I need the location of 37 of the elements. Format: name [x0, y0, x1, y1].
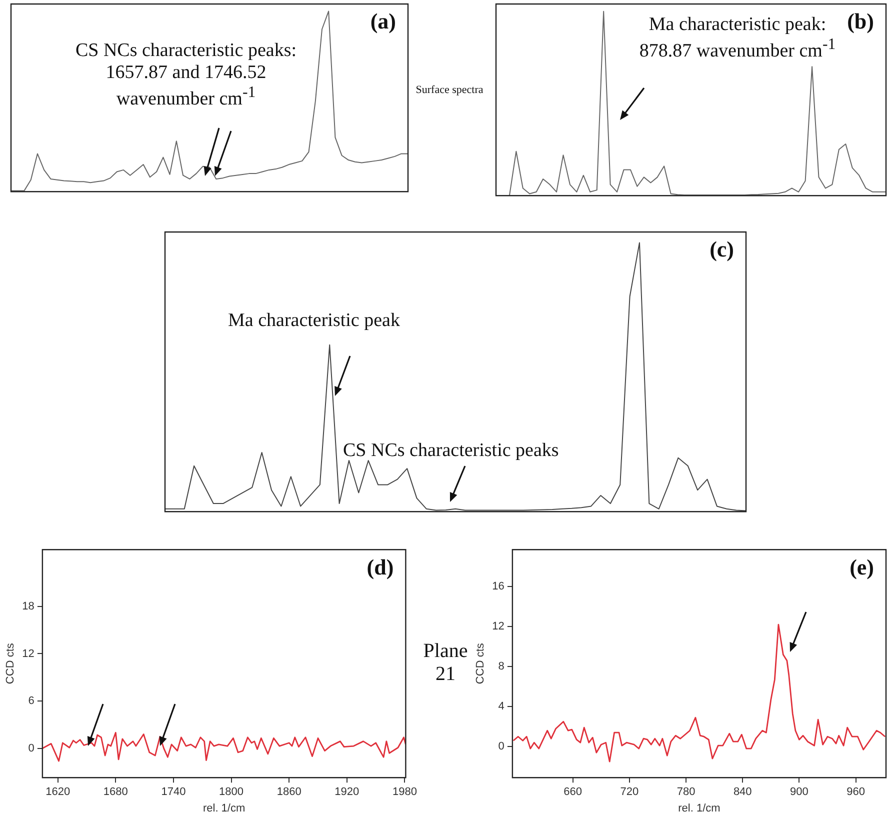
x-tick-label: 780	[676, 786, 696, 798]
x-tick-label: 960	[846, 786, 865, 798]
y-axis-title: CCD cts	[4, 642, 17, 684]
y-tick-label: 0	[28, 742, 34, 754]
annotation: CS NCs characteristic peaks	[343, 440, 560, 462]
x-tick-label: 840	[733, 786, 752, 798]
x-tick-label: 1920	[334, 786, 360, 798]
chart-title: (b)	[847, 8, 874, 34]
y-tick-label: 8	[498, 660, 504, 673]
y-tick-label: 18	[22, 600, 34, 612]
x-tick-label: 1680	[103, 786, 128, 798]
chart-title: (e)	[850, 554, 874, 580]
x-tick-label: 1740	[161, 786, 186, 798]
x-tick-label: 720	[620, 786, 639, 798]
text: Surface spectra	[414, 84, 484, 97]
x-tick-label: 1620	[46, 786, 70, 798]
x-tick-label: 1980	[392, 786, 417, 798]
annotation: Ma characteristic peak	[228, 310, 401, 332]
y-tick-label: 12	[22, 648, 34, 660]
y-tick-label: 12	[492, 620, 504, 633]
annotation: Ma characteristic peak: 878.87 wavenumber cm$^{-1}$	[639, 14, 836, 62]
x-tick-label: 660	[564, 786, 582, 798]
text: Plane 21	[422, 640, 469, 686]
x-axis-title: rel. 1/cm	[678, 802, 720, 814]
y-tick-label: 6	[28, 695, 34, 708]
y-tick-label: 0	[498, 740, 504, 753]
y-tick-label: 16	[492, 580, 504, 593]
x-tick-label: 1860	[276, 786, 302, 798]
chart-title: (d)	[366, 554, 394, 580]
x-axis-title: rel. 1/cm	[202, 802, 246, 814]
annotation: CS NCs characteristic peaks: 1657.87 and 1746.52 wavenumber cm$^{-1}$	[74, 40, 298, 110]
x-tick-label: 900	[790, 786, 808, 798]
chart-title: (c)	[710, 236, 734, 262]
y-tick-label: 4	[498, 700, 504, 713]
chart-title: (a)	[370, 8, 396, 34]
x-tick-label: 1800	[219, 786, 244, 798]
y-axis-title: CCD cts	[474, 642, 487, 684]
